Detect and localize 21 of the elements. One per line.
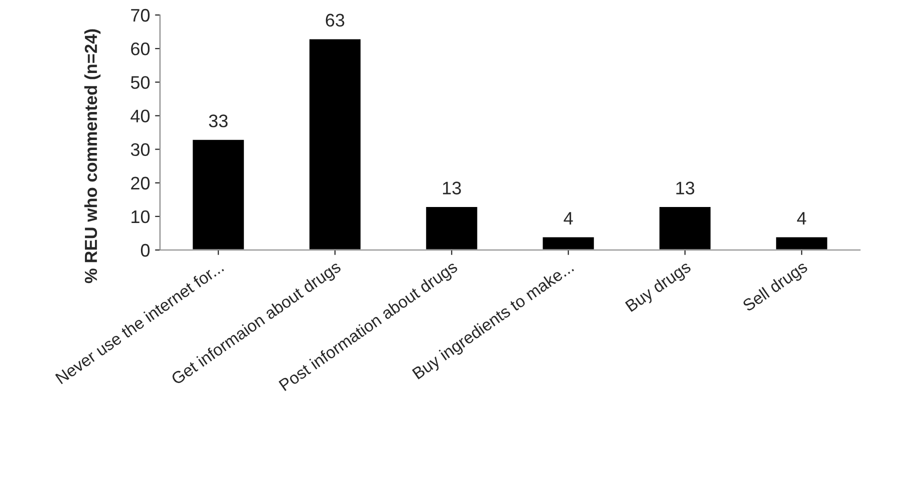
bar [308,38,362,250]
y-tick-label: 30 [130,143,150,156]
y-tick-label: 0 [140,244,150,257]
y-tick-label: 20 [131,176,150,190]
bar [424,206,479,250]
data-label: 4 [797,212,806,224]
data-label: 13 [676,182,694,194]
y-tick-label: 40 [130,110,150,122]
data-label: 63 [326,14,344,27]
y-tick-label: 70 [131,8,150,22]
data-label: 33 [208,114,228,128]
bar [774,236,829,250]
bar [541,236,596,250]
y-axis-title: % REU who commented (n=24) [84,29,100,284]
data-label: 4 [564,212,573,224]
y-tick-label: 10 [132,210,150,224]
y-tick-label: 60 [131,42,150,56]
data-label: 13 [443,182,461,194]
y-tick-label: 50 [130,76,150,89]
bar [191,138,246,250]
bar [658,206,712,250]
